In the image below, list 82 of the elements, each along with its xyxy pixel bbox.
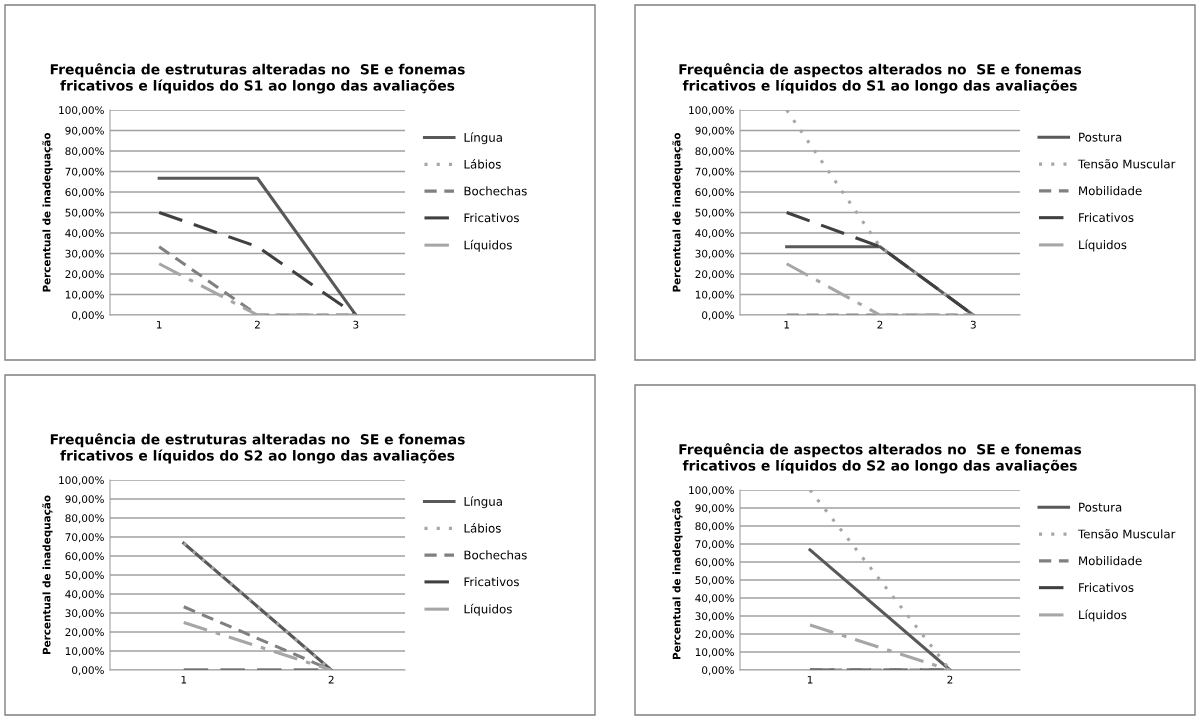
x-tick-label: 2	[877, 320, 883, 329]
x-tick-label: 1	[181, 675, 187, 684]
x-tick-label: 1	[807, 675, 813, 684]
legend-label: Língua	[464, 132, 502, 145]
y-tick-label: 20,00%	[65, 270, 104, 280]
legend-label: Lábios	[464, 523, 501, 533]
legend-label: Mobilidade	[1079, 186, 1142, 196]
y-tick-label: 70,00%	[695, 167, 734, 177]
y-tick-label: 90,00%	[65, 126, 104, 136]
legend-label: Líquidos	[464, 603, 512, 616]
x-tick-label: 1	[784, 320, 790, 329]
y-tick-label: 90,00%	[65, 495, 104, 505]
y-tick-label: 90,00%	[695, 504, 734, 514]
y-tick-label: 80,00%	[65, 514, 104, 524]
legend-label: Postura	[1079, 132, 1122, 142]
legend-label: Líquidos	[1079, 609, 1127, 622]
legend-label: Líquidos	[464, 239, 512, 252]
x-tick-label: 1	[157, 320, 162, 329]
y-tick-label: 60,00%	[65, 552, 104, 562]
y-axis-title: Percentual de inadequação	[672, 500, 683, 660]
y-tick-label: 100,00%	[689, 106, 734, 116]
legend-label: Fricativos	[464, 213, 519, 223]
y-tick-label: 0,00%	[72, 666, 104, 676]
y-tick-label: 50,00%	[65, 208, 104, 218]
y-tick-label: 60,00%	[695, 188, 734, 198]
y-tick-label: 10,00%	[65, 647, 104, 657]
y-tick-label: 10,00%	[695, 290, 734, 300]
x-tick-label: 2	[254, 320, 260, 329]
chart-title: Frequência de estruturas alteradas no SE e fonemas fricativos e líquidos do S1 ao longo das avaliações	[50, 63, 465, 94]
y-tick-label: 90,00%	[695, 126, 734, 136]
y-axis-title: Percentual de inadequação	[42, 132, 53, 292]
x-tick-label: 2	[947, 675, 953, 684]
y-tick-label: 30,00%	[695, 249, 734, 259]
y-tick-label: 20,00%	[695, 270, 734, 280]
y-tick-label: 30,00%	[65, 609, 104, 619]
y-tick-label: 50,00%	[695, 576, 734, 586]
legend-label: Mobilidade	[1079, 556, 1142, 566]
legend-label: Postura	[1079, 502, 1122, 512]
y-tick-label: 40,00%	[65, 590, 104, 600]
x-tick-label: 2	[328, 675, 334, 684]
y-tick-label: 20,00%	[65, 628, 104, 638]
legend-label: Bochechas	[464, 550, 527, 560]
legend-label: Líquidos	[1079, 239, 1127, 252]
y-tick-label: 80,00%	[695, 147, 734, 157]
y-tick-label: 70,00%	[65, 167, 104, 177]
chart-title: Frequência de estruturas alteradas no SE e fonemas fricativos e líquidos do S2 ao longo das avaliações	[50, 433, 465, 464]
y-tick-label: 60,00%	[65, 188, 104, 198]
x-tick-label: 3	[970, 320, 976, 329]
legend-label: Bochechas	[464, 186, 527, 196]
y-tick-label: 10,00%	[65, 290, 104, 300]
y-tick-label: 30,00%	[65, 249, 104, 259]
y-tick-label: 0,00%	[72, 311, 104, 321]
y-tick-label: 20,00%	[695, 630, 734, 640]
y-tick-label: 40,00%	[65, 229, 104, 239]
y-tick-label: 100,00%	[689, 486, 734, 496]
chart-title: Frequência de aspectos alterados no SE e fonemas fricativos e líquidos do S2 ao longo das avaliações	[679, 443, 1082, 474]
x-tick-label: 3	[353, 320, 359, 329]
y-tick-label: 10,00%	[695, 648, 734, 658]
legend-label: Lábios	[464, 159, 501, 169]
y-tick-label: 100,00%	[59, 476, 104, 486]
y-tick-label: 100,00%	[59, 106, 104, 116]
chart-title: Frequência de aspectos alterados no SE e fonemas fricativos e líquidos do S1 ao longo das avaliações	[679, 63, 1082, 94]
y-tick-label: 40,00%	[695, 229, 734, 239]
y-tick-label: 40,00%	[695, 594, 734, 604]
y-tick-label: 60,00%	[695, 558, 734, 568]
y-axis-title: Percentual de inadequação	[42, 495, 53, 655]
y-axis-title: Percentual de inadequação	[672, 132, 683, 292]
legend-label: Fricativos	[464, 577, 519, 587]
legend-label: Fricativos	[1079, 212, 1134, 222]
y-tick-label: 50,00%	[695, 208, 734, 218]
y-tick-label: 50,00%	[65, 571, 104, 581]
y-tick-label: 70,00%	[695, 540, 734, 550]
y-tick-label: 0,00%	[702, 311, 734, 321]
y-tick-label: 80,00%	[65, 147, 104, 157]
y-tick-label: 70,00%	[65, 533, 104, 543]
legend-label: Tensão Muscular	[1077, 159, 1176, 169]
y-tick-label: 80,00%	[695, 522, 734, 532]
y-tick-label: 0,00%	[702, 666, 734, 676]
legend-label: Tensão Muscular	[1077, 529, 1176, 539]
legend-label: Fricativos	[1079, 582, 1134, 592]
legend-label: Língua	[464, 496, 502, 509]
y-tick-label: 30,00%	[695, 612, 734, 622]
